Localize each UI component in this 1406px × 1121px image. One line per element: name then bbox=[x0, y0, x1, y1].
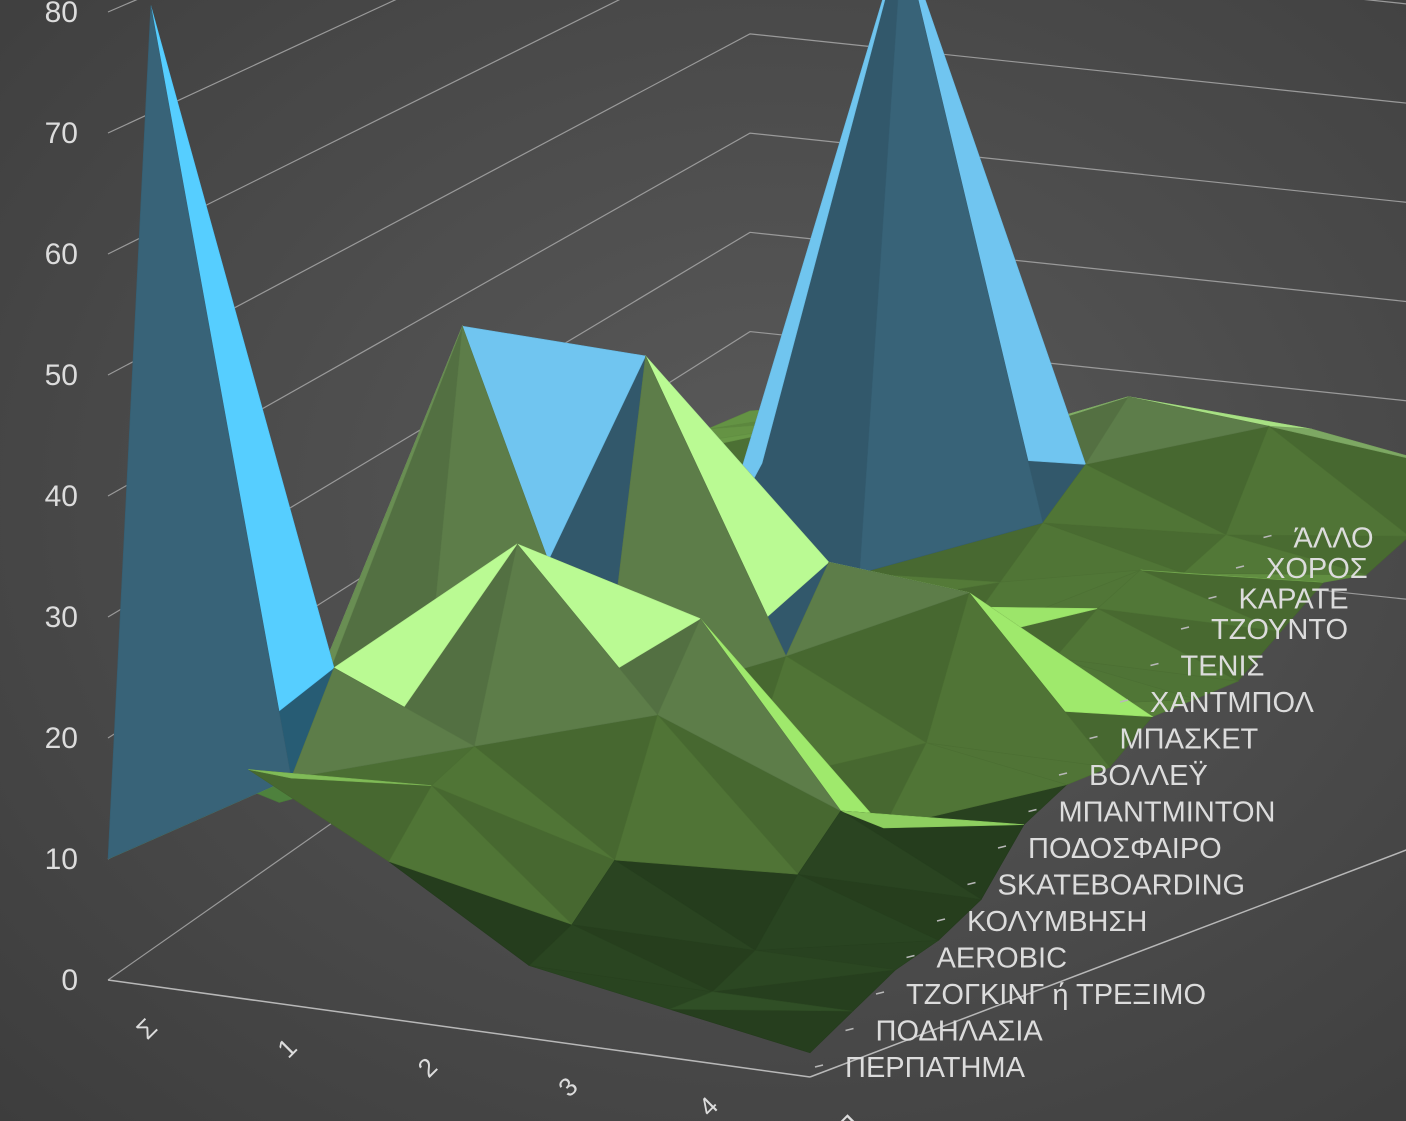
z-tick-label: ΚΑΡΑΤΕ bbox=[1239, 584, 1349, 616]
z-tick-mark bbox=[1058, 772, 1068, 776]
z-tick-label: ΠΟΔΗΛΑΣΙΑ bbox=[876, 1016, 1044, 1048]
z-tick-mark bbox=[814, 1064, 824, 1068]
z-tick-label: ΚΟΛΥΜΒΗΣΗ bbox=[967, 906, 1147, 938]
surface-facet bbox=[669, 1008, 854, 1054]
z-tick-label: ΤΖΟΓΚΙΝΓ ή ΤΡΕΞΙΜΟ bbox=[906, 979, 1206, 1011]
z-tick-mark bbox=[997, 845, 1007, 849]
surface-facet bbox=[1054, 608, 1239, 682]
y-tick-label: 60 bbox=[45, 238, 78, 271]
z-tick-mark bbox=[906, 954, 915, 959]
surface-facet bbox=[388, 785, 573, 925]
z-tick-mark bbox=[1028, 808, 1037, 813]
z-tick-label: ΧΟΡΟΣ bbox=[1266, 553, 1368, 585]
z-tick-label: ΠΕΡΠΑΤΗΜΑ bbox=[845, 1052, 1026, 1084]
z-tick-mark bbox=[845, 1027, 854, 1032]
z-tick-label: ΤΖΟΥΝΤΟ bbox=[1211, 614, 1348, 646]
z-tick-label: SKATEBOARDING bbox=[998, 870, 1246, 902]
x-tick-label: Σ bbox=[130, 1012, 163, 1045]
surface-facet bbox=[1268, 425, 1406, 458]
gridline bbox=[107, 0, 397, 134]
y-tick-label: 70 bbox=[45, 117, 78, 150]
gridline bbox=[107, 330, 1406, 739]
z-axis-line bbox=[809, 849, 1406, 1078]
x-tick-label: Π bbox=[831, 1108, 865, 1121]
x-tick-label: 1 bbox=[271, 1032, 302, 1063]
z-tick-mark bbox=[1119, 699, 1129, 703]
gridline bbox=[107, 231, 1406, 618]
surface-facet bbox=[859, 0, 1044, 574]
surface-facet bbox=[571, 859, 756, 951]
z-tick-mark bbox=[1150, 662, 1159, 667]
y-tick-label: 80 bbox=[45, 0, 78, 29]
surface-facet bbox=[614, 714, 799, 875]
surface-facet bbox=[926, 592, 1111, 768]
surface-facet bbox=[669, 991, 853, 1012]
z-tick-label: ΜΠΑΝΤΜΙΝΤΟΝ bbox=[1059, 797, 1276, 829]
surface-facet bbox=[840, 810, 1025, 829]
z-tick-mark bbox=[967, 881, 976, 886]
x-tick-label: 2 bbox=[412, 1052, 443, 1083]
z-tick-label: ΜΠΑΣΚΕΤ bbox=[1120, 724, 1259, 756]
z-tick-mark bbox=[1263, 534, 1272, 539]
axis-labels: 0 10 20 30 40 50 60 70 80 Σ 1 2 3 4 Π ΠΕΡΠΑΤΗΜΑ ΠΟΔΗΛΑΣΙ… bbox=[45, 0, 1374, 1121]
surface-facet bbox=[248, 769, 432, 786]
z-tick-mark bbox=[936, 918, 946, 922]
axes bbox=[107, 534, 1406, 1078]
surface-facet bbox=[797, 810, 982, 900]
gridline bbox=[107, 0, 1406, 255]
y-tick-label: 30 bbox=[45, 601, 78, 634]
z-tick-label: ΧΑΝΤΜΠΟΛ bbox=[1150, 687, 1314, 719]
surface-facet bbox=[528, 924, 713, 993]
surface-facet bbox=[1084, 396, 1269, 465]
surface-facet bbox=[1182, 534, 1367, 575]
gridline bbox=[107, 0, 138, 13]
z-tick-mark bbox=[1208, 595, 1217, 600]
surface-facet bbox=[1140, 569, 1324, 583]
surface-facet bbox=[431, 745, 615, 861]
z-tick-label: ΒΟΛΛΕΫ bbox=[1089, 760, 1208, 792]
surface-plot bbox=[107, 0, 1406, 1054]
z-tick-label: ΤΕΝΙΣ bbox=[1181, 651, 1265, 683]
surface-facet bbox=[1042, 463, 1227, 536]
surface-facet bbox=[657, 618, 842, 812]
surface-facet bbox=[1096, 569, 1281, 632]
surface-facet bbox=[754, 873, 939, 951]
surface-facet bbox=[711, 950, 896, 993]
x-tick-label: 4 bbox=[693, 1091, 724, 1121]
z-tick-mark bbox=[1089, 735, 1098, 740]
y-tick-label: 0 bbox=[61, 964, 78, 997]
z-tick-mark bbox=[1180, 626, 1190, 630]
x-tick-label: 3 bbox=[552, 1071, 583, 1102]
y-tick-label: 40 bbox=[45, 480, 78, 513]
surface-facet bbox=[107, 5, 292, 860]
y-tick-label: 50 bbox=[45, 359, 78, 392]
z-tick-mark bbox=[875, 991, 885, 995]
surface-facet bbox=[1225, 425, 1406, 537]
surface-facet bbox=[474, 543, 659, 747]
surface-facet bbox=[785, 561, 971, 657]
z-tick-label: ΆΛΛΟ bbox=[1294, 523, 1374, 555]
y-tick-label: 10 bbox=[45, 843, 78, 876]
gridline bbox=[107, 132, 1406, 497]
x-axis-line bbox=[107, 979, 811, 1078]
z-tick-label: ΠΟΔΟΣΦΑΙΡΟ bbox=[1028, 833, 1222, 865]
z-tick-mark bbox=[1235, 565, 1245, 569]
z-tick-label: AEROBIC bbox=[937, 943, 1068, 975]
gridline bbox=[107, 33, 1406, 376]
surface-facet bbox=[883, 742, 1068, 829]
surface-facet bbox=[290, 667, 476, 779]
y-tick-label: 20 bbox=[45, 722, 78, 755]
